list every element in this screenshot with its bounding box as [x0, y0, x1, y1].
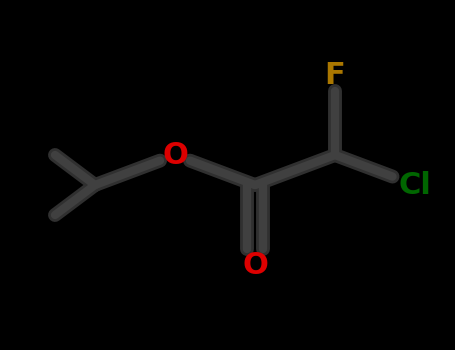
Text: O: O [162, 140, 188, 169]
Text: F: F [324, 61, 345, 90]
Text: O: O [242, 251, 268, 280]
Text: Cl: Cl [399, 170, 431, 199]
